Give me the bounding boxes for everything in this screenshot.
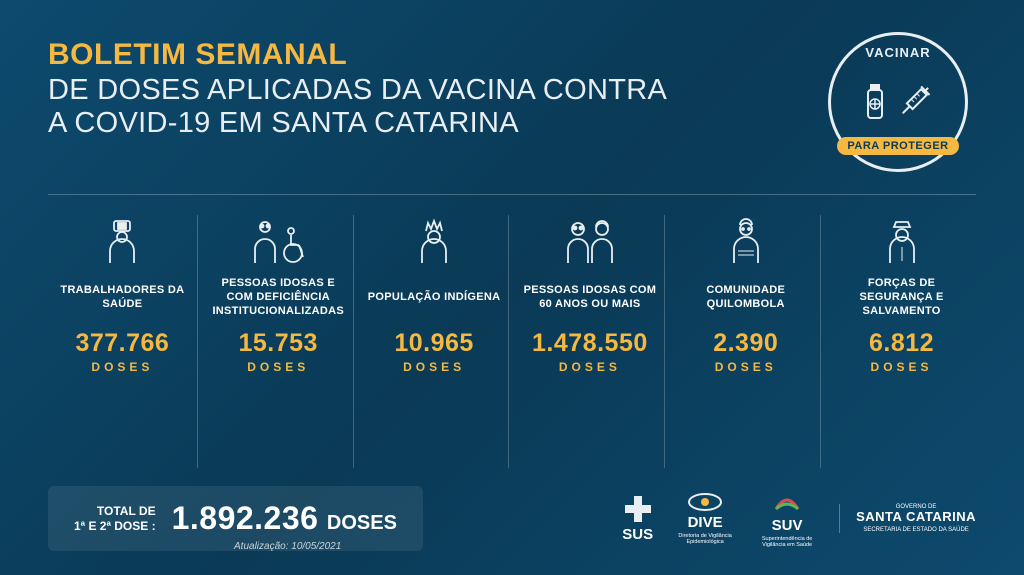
suv-text: SUV: [772, 518, 803, 535]
doses-label: DOSES: [715, 360, 777, 374]
dive-logo: DIVE Diretoria de Vigilância Epidemiológ…: [675, 492, 735, 546]
title-rest: DE DOSES APLICADAS DA VACINA CONTRA A CO…: [48, 74, 668, 141]
vaccinate-badge: VACINAR: [828, 32, 968, 172]
total-update: Atualização: 10/05/2021: [234, 541, 341, 552]
badge-bottom-text: PARA PROTEGER: [837, 137, 958, 155]
title-line1: BOLETIM SEMANAL: [48, 38, 668, 72]
total-value: 1.892.236: [172, 500, 319, 536]
category-value: 6.812: [869, 329, 934, 358]
category-health-workers: TRABALHADORES DA SAÚDE 377.766 DOSES: [48, 215, 198, 468]
suv-logo: SUV Superintendência de Vigilância em Sa…: [757, 489, 817, 549]
quilombola-icon: [726, 215, 766, 267]
header: BOLETIM SEMANAL DE DOSES APLICADAS DA VA…: [48, 38, 976, 172]
categories-grid: TRABALHADORES DA SAÚDE 377.766 DOSES PES…: [48, 215, 976, 468]
sc-sub: SECRETARIA DE ESTADO DA SAÚDE: [863, 527, 968, 534]
sus-cross-icon: [623, 494, 653, 524]
category-indigenous: POPULAÇÃO INDÍGENA 10.965 DOSES: [360, 215, 510, 468]
dive-text: DIVE: [688, 515, 723, 532]
category-value: 10.965: [394, 329, 473, 358]
logos: SUS DIVE Diretoria de Vigilância Epidemi…: [622, 489, 976, 549]
total-value-wrap: 1.892.236 DOSES: [172, 500, 397, 537]
dive-eye-icon: [687, 492, 723, 512]
divider: [48, 194, 976, 195]
category-elderly-disabled: PESSOAS IDOSAS E COM DEFICIÊNCIA INSTITU…: [204, 215, 354, 468]
category-security: FORÇAS DE SEGURANÇA E SALVAMENTO 6.812 D…: [827, 215, 976, 468]
sc-logo: GOVERNO DE SANTA CATARINA SECRETARIA DE …: [839, 504, 976, 533]
suv-sub: Superintendência de Vigilância em Saúde: [757, 536, 817, 548]
category-value: 2.390: [713, 329, 778, 358]
doses-label: DOSES: [559, 360, 621, 374]
sus-logo: SUS: [622, 494, 653, 544]
category-label: PESSOAS IDOSAS E COM DEFICIÊNCIA INSTITU…: [210, 277, 347, 319]
category-label: PESSOAS IDOSAS COM 60 ANOS OU MAIS: [521, 277, 658, 319]
category-value: 1.478.550: [532, 329, 648, 358]
security-icon: [882, 215, 922, 267]
dive-sub: Diretoria de Vigilância Epidemiológica: [675, 533, 735, 545]
total-label-line1: TOTAL DE: [97, 504, 156, 518]
doses-label: DOSES: [91, 360, 153, 374]
sc-text: SANTA CATARINA: [856, 510, 976, 524]
doses-label: DOSES: [247, 360, 309, 374]
category-label: POPULAÇÃO INDÍGENA: [368, 277, 501, 319]
indigenous-icon: [414, 215, 454, 267]
category-label: TRABALHADORES DA SAÚDE: [54, 277, 191, 319]
total-label: TOTAL DE 1ª E 2ª DOSE :: [74, 504, 156, 533]
category-label: COMUNIDADE QUILOMBOLA: [677, 277, 814, 319]
elderly-60-icon: [562, 215, 618, 267]
footer: TOTAL DE 1ª E 2ª DOSE : 1.892.236 DOSES …: [48, 486, 976, 551]
badge-top-text: VACINAR: [865, 45, 930, 60]
sus-text: SUS: [622, 527, 653, 544]
category-label: FORÇAS DE SEGURANÇA E SALVAMENTO: [833, 277, 970, 319]
health-worker-icon: [100, 215, 144, 267]
total-label-line2: 1ª E 2ª DOSE :: [74, 519, 156, 533]
badge-icons: [862, 82, 934, 122]
title-block: BOLETIM SEMANAL DE DOSES APLICADAS DA VA…: [48, 38, 668, 141]
suv-icon: [772, 489, 802, 515]
elderly-disabled-icon: [249, 215, 307, 267]
category-value: 377.766: [75, 329, 169, 358]
total-box: TOTAL DE 1ª E 2ª DOSE : 1.892.236 DOSES …: [48, 486, 423, 551]
doses-label: DOSES: [403, 360, 465, 374]
doses-label: DOSES: [871, 360, 933, 374]
category-elderly-60: PESSOAS IDOSAS COM 60 ANOS OU MAIS 1.478…: [515, 215, 665, 468]
total-unit: DOSES: [327, 512, 397, 534]
syringe-icon: [894, 82, 934, 122]
category-quilombola: COMUNIDADE QUILOMBOLA 2.390 DOSES: [671, 215, 821, 468]
category-value: 15.753: [239, 329, 318, 358]
vial-icon: [862, 82, 888, 122]
